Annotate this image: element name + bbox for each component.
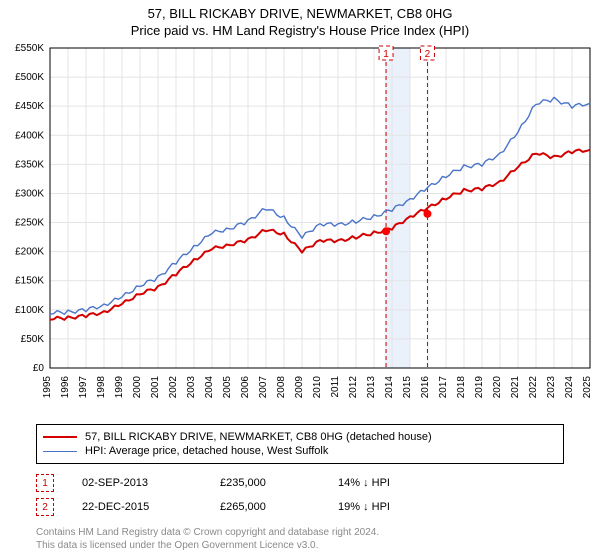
svg-text:£150K: £150K [15, 276, 44, 287]
svg-text:2000: 2000 [132, 376, 143, 399]
svg-text:2008: 2008 [276, 376, 287, 399]
legend-label-hpi: HPI: Average price, detached house, West… [85, 445, 328, 457]
svg-text:2023: 2023 [546, 376, 557, 399]
footer-line: This data is licensed under the Open Gov… [36, 539, 564, 552]
svg-text:£500K: £500K [15, 72, 44, 83]
svg-text:2025: 2025 [582, 376, 593, 399]
sale-marker-row: 1 02-SEP-2013 £235,000 14% ↓ HPI [36, 474, 564, 492]
svg-text:1995: 1995 [42, 376, 53, 399]
svg-text:1: 1 [383, 49, 389, 60]
svg-text:2016: 2016 [420, 376, 431, 399]
svg-text:2003: 2003 [186, 376, 197, 399]
svg-text:£550K: £550K [15, 43, 44, 54]
svg-text:1996: 1996 [60, 376, 71, 399]
svg-text:2004: 2004 [204, 376, 215, 399]
svg-text:2013: 2013 [366, 376, 377, 399]
chart-legend: 57, BILL RICKABY DRIVE, NEWMARKET, CB8 0… [36, 424, 564, 464]
legend-swatch-hpi [43, 451, 77, 452]
legend-swatch-price-paid [43, 436, 77, 438]
marker-delta: 14% ↓ HPI [338, 477, 390, 489]
svg-text:2020: 2020 [492, 376, 503, 399]
price-chart: £0 £50K £100K £150K £200K £250K £300K £350K £400… [0, 38, 600, 418]
marker-badge-icon: 1 [36, 474, 54, 492]
svg-text:2021: 2021 [510, 376, 521, 399]
marker-date: 22-DEC-2015 [82, 501, 192, 513]
svg-text:£0: £0 [33, 363, 45, 374]
page-subtitle: Price paid vs. HM Land Registry's House … [0, 23, 600, 38]
svg-text:£250K: £250K [15, 218, 44, 229]
svg-text:£100K: £100K [15, 305, 44, 316]
legend-row-hpi: HPI: Average price, detached house, West… [43, 445, 557, 457]
copyright-footer: Contains HM Land Registry data © Crown c… [36, 526, 564, 552]
svg-text:2022: 2022 [528, 376, 539, 399]
svg-text:2009: 2009 [294, 376, 305, 399]
svg-text:£50K: £50K [21, 334, 45, 345]
svg-text:2: 2 [425, 49, 431, 60]
marker-price: £265,000 [220, 501, 310, 513]
svg-text:2006: 2006 [240, 376, 251, 399]
svg-text:1997: 1997 [78, 376, 89, 399]
marker-badge-icon: 2 [36, 498, 54, 516]
footer-line: Contains HM Land Registry data © Crown c… [36, 526, 564, 539]
legend-row-price-paid: 57, BILL RICKABY DRIVE, NEWMARKET, CB8 0… [43, 431, 557, 443]
svg-text:2010: 2010 [312, 376, 323, 399]
svg-text:2018: 2018 [456, 376, 467, 399]
svg-text:2014: 2014 [384, 376, 395, 399]
marker-delta: 19% ↓ HPI [338, 501, 390, 513]
svg-text:£400K: £400K [15, 130, 44, 141]
svg-text:2002: 2002 [168, 376, 179, 399]
svg-text:1998: 1998 [96, 376, 107, 399]
svg-text:2019: 2019 [474, 376, 485, 399]
svg-text:2012: 2012 [348, 376, 359, 399]
svg-text:2015: 2015 [402, 376, 413, 399]
title-block: 57, BILL RICKABY DRIVE, NEWMARKET, CB8 0… [0, 0, 600, 38]
page-title: 57, BILL RICKABY DRIVE, NEWMARKET, CB8 0… [0, 6, 600, 21]
svg-text:2007: 2007 [258, 376, 269, 399]
svg-text:2024: 2024 [564, 376, 575, 399]
svg-text:2011: 2011 [330, 376, 341, 398]
sale-markers-table: 1 02-SEP-2013 £235,000 14% ↓ HPI 2 22-DE… [36, 474, 564, 516]
marker-price: £235,000 [220, 477, 310, 489]
legend-label-price-paid: 57, BILL RICKABY DRIVE, NEWMARKET, CB8 0… [85, 431, 432, 443]
sale-marker-row: 2 22-DEC-2015 £265,000 19% ↓ HPI [36, 498, 564, 516]
svg-text:2001: 2001 [150, 376, 161, 399]
svg-text:1999: 1999 [114, 376, 125, 399]
svg-text:£350K: £350K [15, 159, 44, 170]
svg-text:2017: 2017 [438, 376, 449, 399]
svg-text:2005: 2005 [222, 376, 233, 399]
svg-text:£300K: £300K [15, 188, 44, 199]
marker-date: 02-SEP-2013 [82, 477, 192, 489]
svg-text:£200K: £200K [15, 247, 44, 258]
svg-text:£450K: £450K [15, 101, 44, 112]
